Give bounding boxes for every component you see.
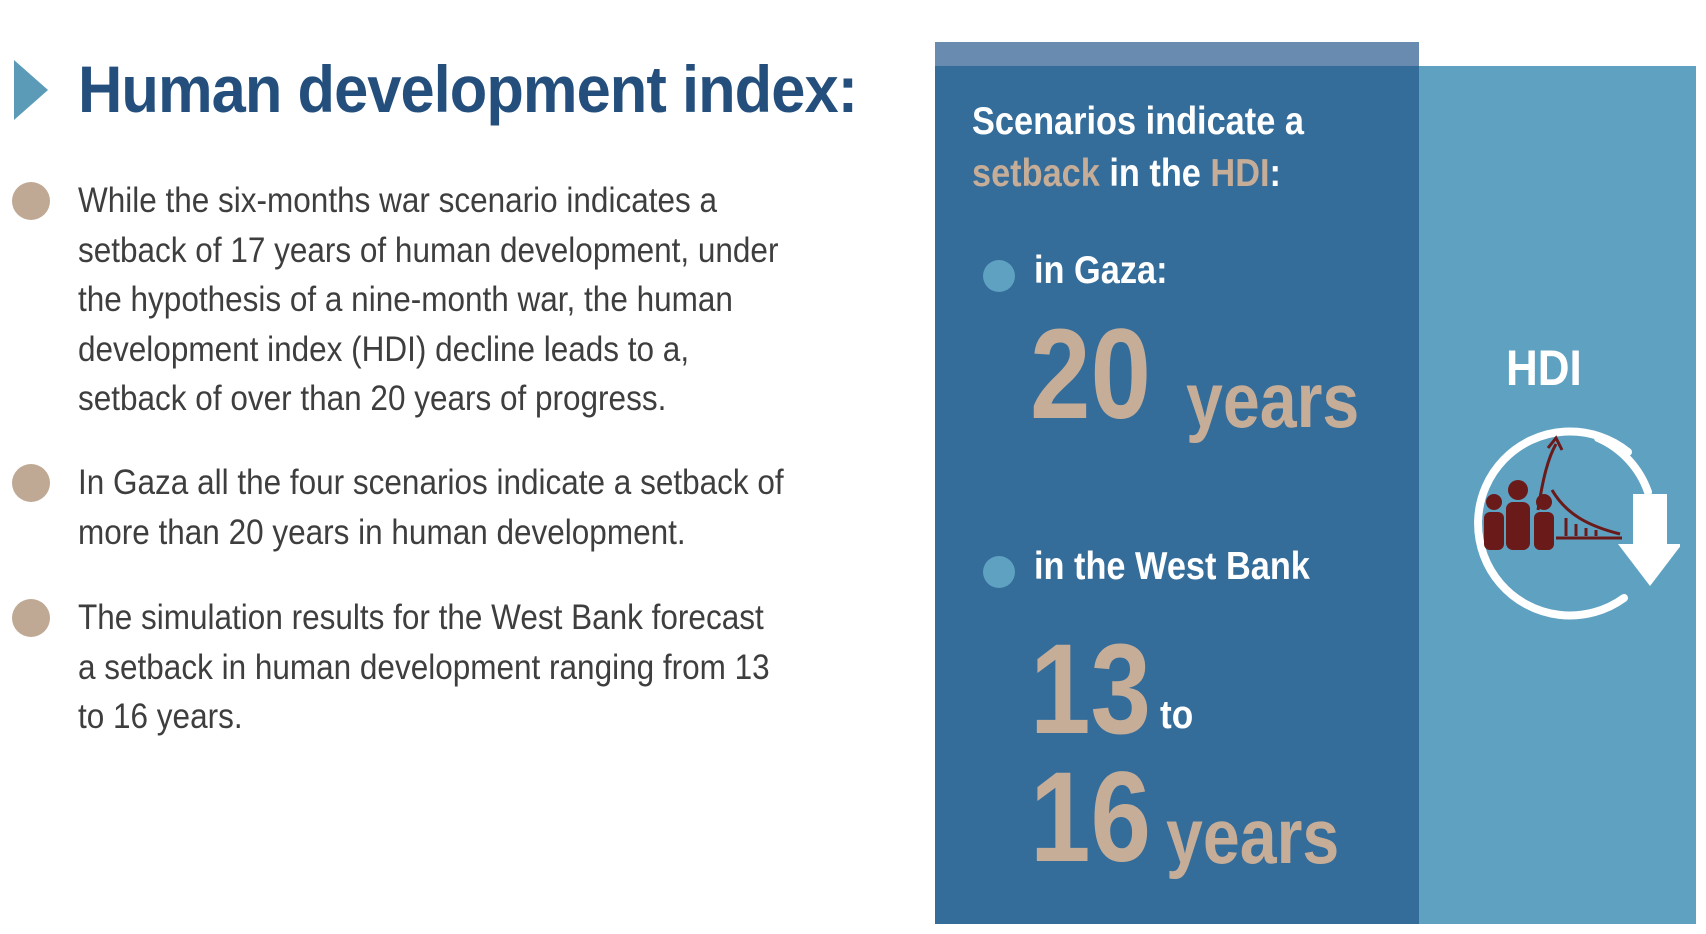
west-bank-years-unit: years bbox=[1166, 792, 1340, 880]
panel-heading-line1: Scenarios indicate a bbox=[972, 100, 1304, 143]
bullet-text: The simulation results for the West Bank… bbox=[78, 598, 770, 736]
west-bank-to-word: to bbox=[1160, 693, 1194, 737]
west-bank-from-number: 13 bbox=[1030, 618, 1152, 761]
panel-heading: Scenarios indicate a setback in the HDI: bbox=[972, 96, 1304, 200]
down-arrow-icon bbox=[1618, 494, 1680, 586]
heading-setback-word: setback bbox=[972, 152, 1100, 195]
bullet-text: While the six-months war scenario indica… bbox=[78, 181, 779, 418]
west-bank-label: in the West Bank bbox=[1034, 545, 1310, 588]
gaza-years-number: 20 bbox=[1030, 303, 1152, 446]
title-arrow-marker-icon bbox=[14, 60, 48, 120]
bullet-dot-icon bbox=[12, 182, 50, 220]
gaza-label: in Gaza: bbox=[1034, 249, 1168, 292]
bullet-dot-icon bbox=[12, 599, 50, 637]
gaza-years-unit: years bbox=[1186, 356, 1360, 444]
page-title: Human development index: bbox=[78, 52, 858, 126]
heading-hdi-word: HDI bbox=[1210, 152, 1270, 195]
bullet-dot-icon bbox=[12, 464, 50, 502]
west-bank-bullet-dot-icon bbox=[983, 556, 1015, 588]
hdi-decline-icon bbox=[1474, 427, 1680, 620]
scenario-panel bbox=[935, 66, 1419, 924]
hdi-label: HDI bbox=[1506, 340, 1582, 396]
people-group-icon bbox=[1484, 480, 1554, 550]
west-bank-to-number: 16 bbox=[1030, 746, 1152, 889]
heading-colon: : bbox=[1269, 152, 1281, 195]
gaza-bullet-dot-icon bbox=[983, 260, 1015, 292]
cycle-ring-top-icon bbox=[1594, 434, 1652, 496]
cycle-ring-icon bbox=[1474, 427, 1632, 620]
panel-heading-line2: setback in the HDI: bbox=[972, 148, 1304, 200]
bullet-text: In Gaza all the four scenarios indicate … bbox=[78, 463, 784, 552]
panel-top-strip bbox=[935, 42, 1419, 66]
heading-in-the: in the bbox=[1099, 152, 1211, 195]
